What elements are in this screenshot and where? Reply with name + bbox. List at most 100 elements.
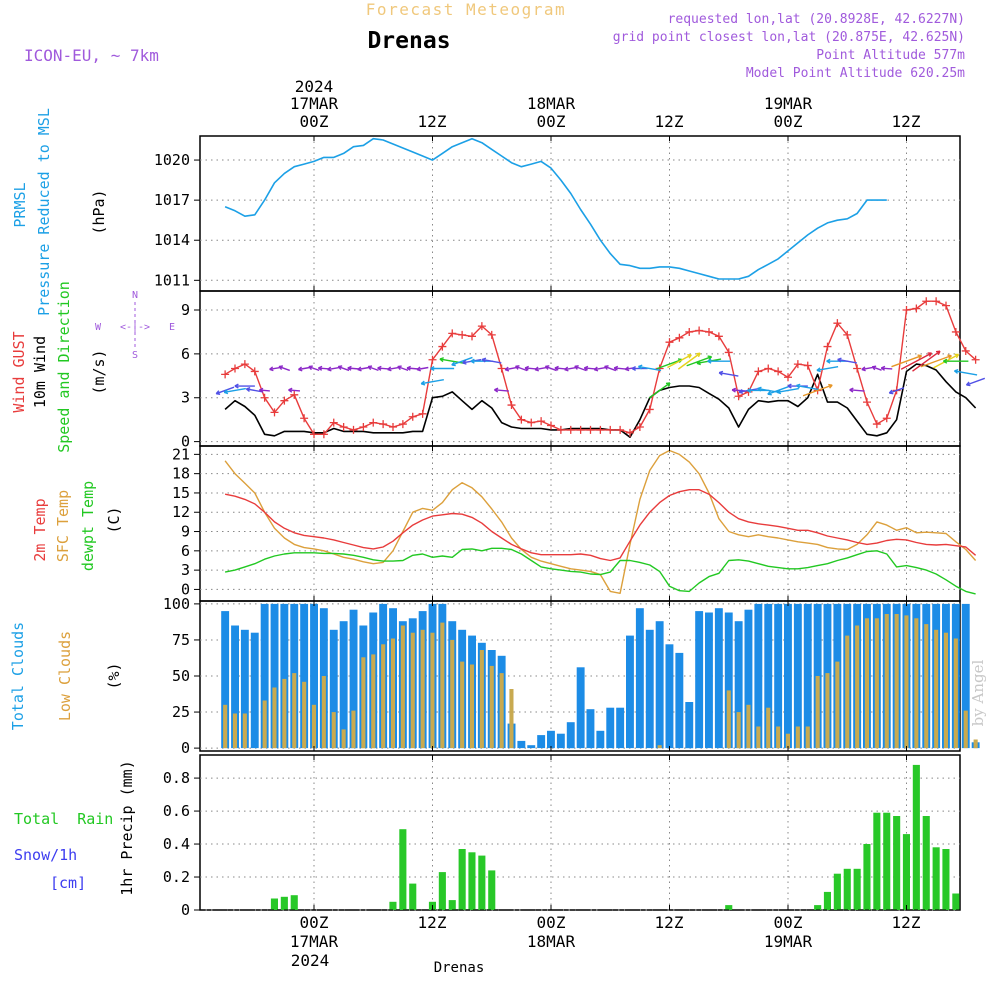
rain-bar: [952, 893, 960, 910]
low-clouds-bar: [381, 644, 386, 749]
low-clouds-bar: [795, 726, 800, 749]
rain-bar: [725, 905, 733, 910]
wind-arrow: [308, 365, 320, 372]
gust-marker: [517, 415, 526, 424]
wind-arrow-head: [707, 358, 712, 364]
total-clouds-bar: [784, 603, 792, 749]
wind-arrow: [421, 378, 444, 385]
top-date-18mar: 18MAR: [527, 94, 576, 113]
wind-arrow: [564, 366, 578, 371]
low-clouds-bar: [825, 673, 830, 749]
wind-arrow-head: [583, 365, 589, 371]
gust-marker: [359, 422, 368, 431]
wind-arrow-head: [278, 365, 284, 370]
low-clouds-bar: [499, 673, 504, 749]
wind-arrow: [594, 366, 607, 371]
wind-arrow-head: [816, 367, 821, 373]
temp-dewpt-label: dewpt Temp: [79, 481, 97, 571]
bottom-date-18mar: 18MAR: [527, 932, 576, 951]
rain-bar: [902, 834, 910, 910]
wind-arrow-head: [731, 387, 737, 393]
gust-marker: [872, 420, 881, 429]
model-label: ICON-EU, ~ 7km: [24, 46, 159, 65]
wind-arrow-head: [747, 387, 752, 393]
wind-arrow-head: [917, 354, 923, 360]
wind-arrow: [482, 358, 502, 364]
wind-arrow: [298, 366, 310, 371]
total-clouds-bar: [754, 603, 763, 749]
top-date-17mar: 17MAR: [290, 94, 339, 113]
wind-arrow: [367, 365, 379, 372]
wind-arrow: [215, 386, 235, 395]
precip-ytick-label: 0.8: [163, 769, 190, 787]
wind-arrow: [920, 354, 952, 368]
low-clouds-bar: [351, 710, 356, 749]
total-clouds-bar: [300, 603, 309, 749]
top-tick-4: 00Z: [774, 112, 803, 131]
wind-arrow: [648, 382, 671, 399]
wind-arrow: [816, 365, 839, 372]
gust-marker: [774, 367, 783, 376]
bottom-tick-5: 12Z: [892, 913, 921, 932]
rain-bar: [823, 891, 831, 910]
wind-arrow-head: [687, 354, 692, 359]
gust-marker: [675, 333, 684, 342]
gust-marker: [695, 326, 704, 335]
gust-marker: [231, 364, 239, 373]
total-clouds-bar: [547, 730, 555, 749]
wind-arrow: [849, 389, 865, 392]
total-clouds-bar: [280, 603, 289, 749]
grid: [200, 136, 960, 911]
gust-marker: [932, 297, 941, 306]
temp-2m-label: 2m Temp: [31, 498, 49, 561]
wind-arrow-head: [481, 357, 487, 363]
precip-snow-unit: [cm]: [50, 874, 86, 892]
wind-arrow: [397, 365, 409, 372]
wind-arrow-head: [787, 383, 792, 389]
top-tick-2: 00Z: [537, 112, 566, 131]
wind-arrow: [900, 352, 932, 370]
gust-marker: [527, 418, 536, 427]
low-clouds-bar: [874, 618, 879, 749]
wind-arrow: [802, 384, 833, 397]
wind-arrow: [534, 366, 548, 371]
low-clouds-bar: [736, 712, 741, 749]
low-clouds-bar: [805, 726, 810, 749]
gust-marker: [389, 422, 397, 431]
top-tick-0: 00Z: [300, 112, 329, 131]
clouds-ytick-label: 25: [172, 703, 190, 721]
wind-arrow-head: [420, 380, 426, 386]
low-clouds-bar: [262, 700, 267, 749]
wind-arrow-head: [298, 366, 303, 372]
wind-arrow: [574, 365, 587, 372]
wind-arrow-head: [696, 352, 701, 358]
gust-marker: [369, 418, 378, 427]
gust-marker: [635, 422, 644, 431]
wind-arrow-head: [837, 357, 842, 363]
wind-arrow-head: [367, 365, 373, 371]
wind-arrow-head: [965, 381, 971, 387]
low-clouds-bar: [341, 729, 346, 749]
wind-arrow-head: [767, 390, 772, 396]
wind-arrow: [871, 366, 882, 371]
gust-marker: [537, 417, 546, 426]
total-clouds-bar: [774, 603, 783, 749]
precip-ytick-label: 0: [181, 901, 190, 919]
wind-arrow: [288, 389, 301, 392]
gust-marker: [468, 332, 476, 341]
lines: [0, 0, 986, 595]
wind-arrow-head: [947, 354, 952, 360]
bottom-tick-4: 00Z: [774, 913, 803, 932]
wind-arrow-head: [935, 350, 941, 356]
wind-arrow: [837, 358, 857, 364]
low-clouds-bar: [321, 676, 326, 749]
total-clouds-bar: [576, 667, 585, 749]
wind-arrow: [777, 387, 799, 394]
pressure-ytick-label: 1014: [154, 231, 190, 249]
gust-marker: [497, 364, 506, 373]
rain-bar: [814, 905, 822, 910]
rain-bar: [488, 870, 496, 910]
gust-marker: [606, 425, 615, 434]
gust-marker: [408, 412, 417, 421]
pressure-ytick-label: 1017: [154, 191, 190, 209]
